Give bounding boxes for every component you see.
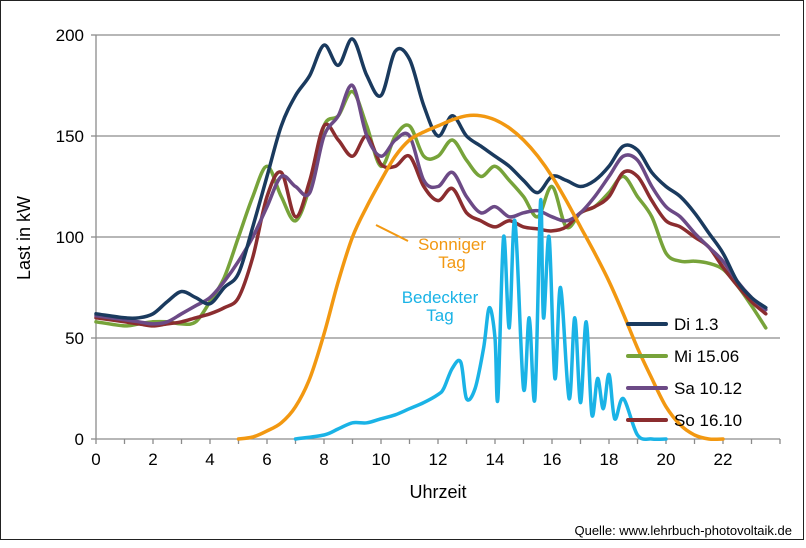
y-tick-label: 0 — [75, 430, 84, 449]
y-tick-label: 100 — [56, 228, 84, 247]
x-tick-label: 12 — [429, 450, 448, 469]
cloudy-day-label: Tag — [426, 306, 453, 325]
sunny-day-label: Tag — [438, 253, 465, 272]
x-tick-label: 10 — [372, 450, 391, 469]
x-tick-label: 6 — [262, 450, 271, 469]
legend-label: Di 1.3 — [674, 315, 718, 334]
y-tick-label: 150 — [56, 127, 84, 146]
cloudy-day-label: Bedeckter — [402, 288, 479, 307]
y-axis-ticks: 0 50 100 150 200 — [56, 26, 96, 449]
y-axis-title: Last in kW — [14, 196, 34, 280]
x-tick-label: 4 — [205, 450, 214, 469]
series-line-5 — [293, 198, 668, 442]
x-tick-label: 20 — [657, 450, 676, 469]
x-tick-label: 18 — [600, 450, 619, 469]
x-tick-label: 16 — [543, 450, 562, 469]
series-line-4 — [236, 113, 725, 442]
x-tick-label: 22 — [714, 450, 733, 469]
x-tick-label: 14 — [486, 450, 505, 469]
series-line-3 — [94, 122, 768, 328]
sunny-day-label: Sonniger — [418, 235, 486, 254]
source-credit: Quelle: www.lehrbuch-photovoltaik.de — [574, 523, 792, 538]
x-axis-ticks: 0 2 4 6 8 10 12 14 16 18 20 22 — [91, 439, 781, 469]
legend-label: So 16.10 — [674, 411, 742, 430]
x-tick-label: 2 — [148, 450, 157, 469]
series-line-2 — [94, 83, 768, 326]
y-tick-label: 200 — [56, 26, 84, 45]
x-axis-title: Uhrzeit — [409, 482, 466, 502]
sunny-day-leader-line — [375, 224, 409, 242]
series-lines — [94, 37, 768, 442]
series-line-0 — [94, 37, 768, 321]
x-tick-label: 8 — [319, 450, 328, 469]
legend: Di 1.3 Mi 15.06 Sa 10.12 So 16.10 — [626, 315, 742, 430]
legend-label: Sa 10.12 — [674, 379, 742, 398]
x-tick-label: 0 — [91, 450, 100, 469]
legend-label: Mi 15.06 — [674, 347, 739, 366]
y-tick-label: 50 — [65, 329, 84, 348]
